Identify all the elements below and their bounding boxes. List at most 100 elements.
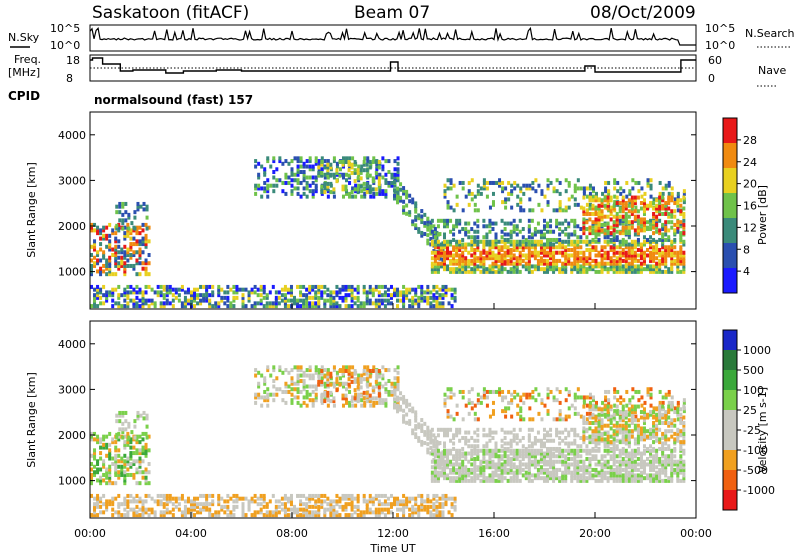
power-cell (488, 245, 492, 250)
velocity-cell (290, 392, 294, 397)
power-cell (108, 293, 112, 298)
power-cell (118, 201, 122, 206)
velocity-cell (442, 430, 446, 435)
velocity-cell (141, 448, 145, 453)
power-cell (579, 235, 583, 240)
power-cell (621, 201, 625, 206)
power-cell (649, 218, 653, 223)
velocity-cell (497, 454, 501, 459)
power-cell (317, 298, 321, 303)
power-cell (145, 226, 149, 231)
power-cell (115, 223, 119, 228)
power-cell (449, 261, 453, 266)
power-cell (214, 301, 218, 306)
velocity-cell (144, 510, 148, 515)
velocity-cell (527, 444, 531, 449)
velocity-cell (96, 493, 100, 498)
power-cell (144, 222, 148, 227)
power-cell (144, 284, 148, 289)
power-cell (473, 261, 477, 266)
power-cell (555, 189, 559, 194)
velocity-cell (356, 399, 360, 404)
power-cell (365, 298, 369, 303)
power-cell (442, 253, 446, 258)
velocity-cell (308, 373, 312, 378)
velocity-cell (254, 400, 258, 405)
velocity-cell (365, 390, 369, 395)
velocity-cell (667, 389, 671, 394)
velocity-cell (365, 371, 369, 376)
power-cell (429, 226, 433, 231)
power-cell (552, 269, 556, 274)
power-cell (433, 261, 437, 266)
velocity-cell (153, 510, 157, 515)
velocity-cell (533, 465, 537, 470)
velocity-cell (470, 444, 474, 449)
power-cell (506, 221, 510, 226)
velocity-cell (345, 400, 349, 405)
power-cell (305, 183, 309, 188)
velocity-cell (305, 368, 309, 373)
velocity-cell (105, 442, 109, 447)
power-cell (591, 206, 595, 211)
velocity-cell (278, 387, 282, 392)
velocity-cell (652, 465, 656, 470)
power-cell (284, 172, 288, 177)
power-cell (139, 204, 143, 209)
power-cell (652, 250, 656, 255)
power-cell (546, 242, 550, 247)
power-cell (464, 258, 468, 263)
velocity-cell (501, 398, 505, 403)
power-cell (564, 250, 568, 255)
power-cell (332, 187, 336, 192)
power-cell (531, 208, 535, 213)
velocity-cell (630, 456, 634, 461)
power-cell (576, 224, 580, 229)
power-cell (603, 267, 607, 272)
power-cell (186, 287, 190, 292)
velocity-cell (649, 454, 653, 459)
power-cell (488, 250, 492, 255)
power-cell (308, 287, 312, 292)
power-cell (655, 225, 659, 230)
velocity-cell (667, 437, 671, 442)
velocity-cell (467, 400, 471, 405)
velocity-cell (455, 459, 459, 464)
power-cell (670, 239, 674, 244)
velocity-cell (452, 465, 456, 470)
velocity-cell (609, 420, 613, 425)
velocity-cell (664, 454, 668, 459)
velocity-cell (429, 429, 433, 434)
power-cell (93, 239, 97, 244)
power-cell (120, 247, 124, 252)
power-cell (576, 256, 580, 261)
velocity-cell (338, 382, 342, 387)
power-cell (371, 301, 375, 306)
power-cell (558, 250, 562, 255)
power-cell (612, 267, 616, 272)
power-cell (667, 211, 671, 216)
velocity-cell (510, 392, 514, 397)
velocity-cell (147, 434, 151, 439)
velocity-cell (439, 459, 443, 464)
power-cell (359, 170, 363, 175)
velocity-cell (485, 465, 489, 470)
velocity-cell (630, 476, 634, 481)
power-cell (332, 301, 336, 306)
power-cell (664, 228, 668, 233)
power-cell (491, 256, 495, 261)
velocity-cell (533, 436, 537, 441)
power-cell (679, 245, 683, 250)
power-cell (610, 205, 614, 210)
velocity-cell (576, 470, 580, 475)
power-cell (183, 295, 187, 300)
velocity-cell (582, 429, 586, 434)
power-cell (356, 287, 360, 292)
velocity-cell (467, 467, 471, 472)
power-cell (229, 304, 233, 309)
velocity-cell (509, 462, 513, 467)
power-cell (588, 183, 592, 188)
power-cell (534, 178, 538, 183)
power-cell (144, 239, 148, 244)
velocity-cell (375, 384, 379, 389)
